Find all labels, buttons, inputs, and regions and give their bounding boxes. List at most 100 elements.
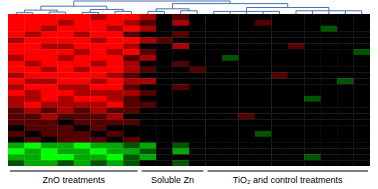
heatmap-cell (123, 55, 140, 61)
group-label: ZnO treatments (43, 175, 106, 185)
heatmap-cell (57, 125, 74, 131)
heatmap-cell (74, 32, 91, 38)
heatmap-cell (189, 72, 206, 78)
heatmap-cell (41, 96, 58, 102)
heatmap-cell (222, 43, 239, 49)
heatmap-cell (337, 67, 354, 73)
heatmap-cell (41, 102, 58, 108)
heatmap-cell (304, 131, 321, 137)
heatmap-cell (41, 61, 58, 67)
heatmap-cell (304, 119, 321, 125)
heatmap-cell (57, 43, 74, 49)
heatmap-cell (140, 137, 157, 143)
heatmap-cell (74, 49, 91, 55)
heatmap-cell (90, 61, 107, 67)
heatmap-cell (74, 26, 91, 32)
heatmap-cell (271, 143, 288, 149)
heatmap-cell (156, 160, 173, 166)
heatmap-cell (8, 102, 25, 108)
heatmap-cell (288, 84, 305, 90)
heatmap-cell (222, 108, 239, 114)
heatmap-cell (222, 119, 239, 125)
heatmap-cell (173, 43, 190, 49)
heatmap-cell (173, 137, 190, 143)
heatmap-cell (271, 14, 288, 20)
heatmap-cell (156, 43, 173, 49)
group-bracket (10, 171, 138, 172)
heatmap-cell (8, 154, 25, 160)
heatmap-cell (337, 55, 354, 61)
heatmap-cell (189, 119, 206, 125)
heatmap-cell (304, 43, 321, 49)
heatmap-cell (8, 160, 25, 166)
dendrogram-link (213, 11, 214, 14)
heatmap-cell (90, 72, 107, 78)
heatmap-cell (205, 37, 222, 43)
heatmap-cell (354, 84, 370, 90)
heatmap-cell (321, 160, 338, 166)
heatmap-cell (189, 154, 206, 160)
heatmap-cell (156, 32, 173, 38)
heatmap-cell (222, 113, 239, 119)
heatmap-cell (74, 143, 91, 149)
dendrogram (16, 1, 362, 14)
heatmap-cell (107, 131, 124, 137)
heatmap-cell (271, 43, 288, 49)
heatmap-cell (41, 119, 58, 125)
heatmap-cell (337, 14, 354, 20)
heatmap-cell (140, 49, 157, 55)
heatmap-cell (321, 43, 338, 49)
dendrogram-link (312, 11, 313, 14)
heatmap-cell (107, 125, 124, 131)
heatmap-cell (57, 14, 74, 20)
heatmap-cell (271, 20, 288, 26)
heatmap-cell (238, 90, 255, 96)
heatmap-cell (173, 154, 190, 160)
heatmap-cell (41, 84, 58, 90)
heatmap-cell (140, 160, 157, 166)
heatmap-cell (173, 102, 190, 108)
heatmap-cell (321, 113, 338, 119)
heatmap-cell (57, 131, 74, 137)
dendrogram-link (172, 4, 173, 9)
heatmap-cell (107, 148, 124, 154)
heatmap-cell (205, 160, 222, 166)
heatmap-cell (8, 113, 25, 119)
heatmap-cell (123, 84, 140, 90)
heatmap-cell (205, 26, 222, 32)
heatmap-cell (90, 160, 107, 166)
heatmap-cell (255, 84, 272, 90)
heatmap-cell (24, 143, 41, 149)
heatmap-cell (304, 148, 321, 154)
heatmap-cell (74, 113, 91, 119)
dendrogram-link (65, 12, 66, 14)
heatmap-cell (74, 67, 91, 73)
heatmap-cell (173, 90, 190, 96)
heatmap-cell (173, 160, 190, 166)
heatmap-cell (304, 67, 321, 73)
heatmap-cell (205, 119, 222, 125)
heatmap-cell (189, 102, 206, 108)
heatmap-cell (321, 72, 338, 78)
dendrogram-link (295, 11, 296, 14)
heatmap-cell (123, 37, 140, 43)
dendrogram-link (164, 11, 165, 14)
heatmap-cell (107, 143, 124, 149)
heatmap-cell (222, 37, 239, 43)
heatmap-cell (337, 113, 354, 119)
heatmap-cell (107, 26, 124, 32)
heatmap-cell (321, 20, 338, 26)
heatmap-cell (107, 108, 124, 114)
heatmap-cell (140, 26, 157, 32)
heatmap-cell (74, 37, 91, 43)
heatmap-cell (74, 96, 91, 102)
heatmap-cell (288, 61, 305, 67)
heatmap-cell (288, 160, 305, 166)
heatmap-cell (222, 32, 239, 38)
heatmap-cell (354, 37, 370, 43)
group-bracket (207, 171, 368, 172)
heatmap-cell (90, 148, 107, 154)
heatmap-cell (205, 154, 222, 160)
heatmap-cell (74, 14, 91, 20)
heatmap-cell (156, 113, 173, 119)
